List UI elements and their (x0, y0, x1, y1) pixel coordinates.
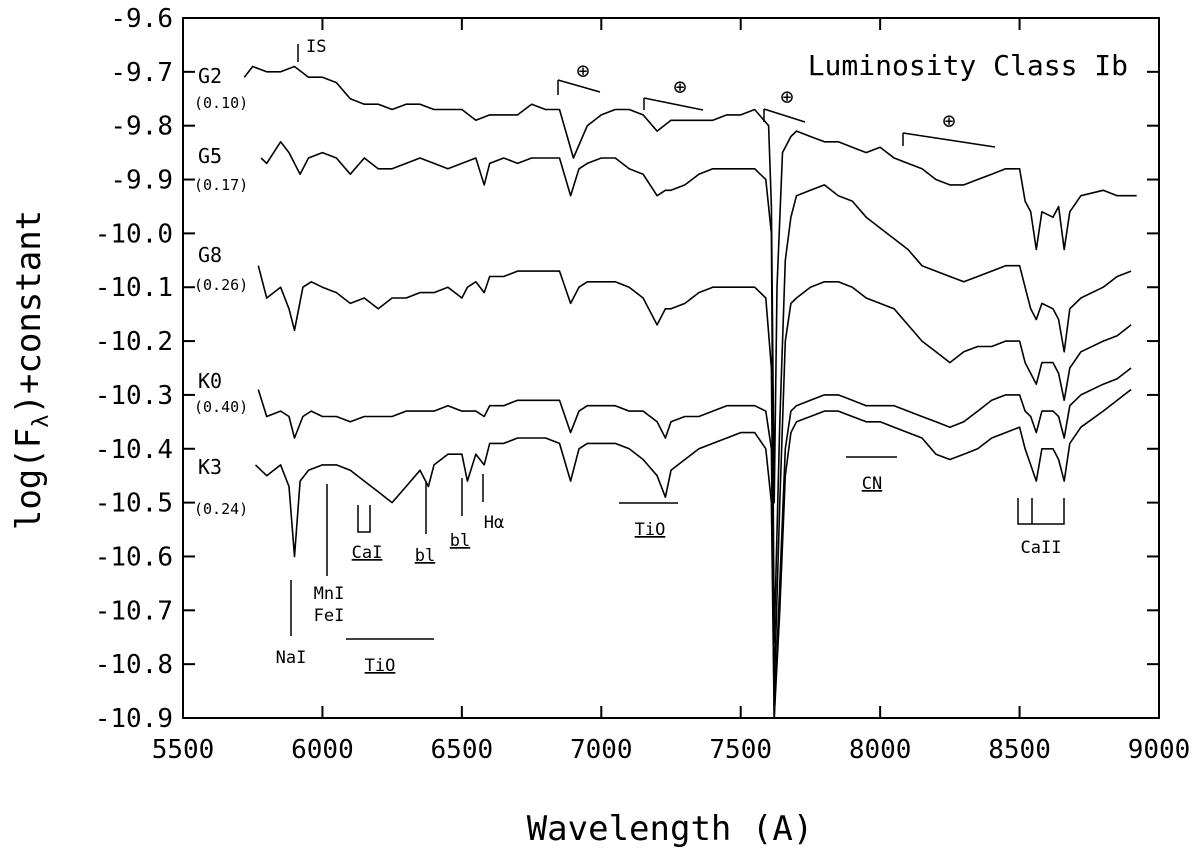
telluric-band-3 (763, 108, 806, 123)
x-tick-label: 5500 (152, 735, 215, 765)
x-tick-label: 8000 (849, 735, 912, 765)
tio-label-blue: TiO (365, 656, 396, 676)
telluric-band-4 (902, 132, 996, 148)
x-tick-label: 9000 (1128, 735, 1191, 765)
series-line-k0 (257, 367, 1132, 719)
x-tick-label: 6000 (291, 735, 354, 765)
series-sublabel-k0: (0.40) (194, 398, 248, 416)
series-label-g2: G2 (198, 64, 222, 88)
earth-symbol-1: ⊕ (576, 59, 589, 84)
earth-symbol-2: ⊕ (673, 75, 686, 100)
cn-label: CN (862, 474, 882, 494)
x-tick-label: 7500 (709, 735, 772, 765)
series-label-g5: G5 (198, 144, 222, 168)
plot-title: Luminosity Class Ib (808, 49, 1128, 82)
earth-symbol-4: ⊕ (942, 109, 955, 134)
y-tick-label: -10.1 (95, 273, 173, 303)
series-line-g5 (260, 141, 1132, 644)
y-axis-title: log(Fλ)+constant (9, 210, 54, 530)
series-label-k0: K0 (198, 369, 222, 393)
x-axis-title: Wavelength (A) (527, 809, 814, 849)
tio-label-mid: TiO (635, 520, 666, 540)
telluric-band-2 (643, 97, 704, 111)
series-sublabel-g2: (0.10) (194, 94, 248, 112)
y-tick-label: -9.9 (110, 166, 173, 196)
y-tick-label: -10.0 (95, 219, 173, 249)
series-line-g2 (243, 65, 1137, 504)
y-tick-label: -10.9 (95, 704, 173, 734)
cai-bracket (357, 505, 371, 533)
y-axis-title-tail: )+constant (9, 210, 49, 415)
earth-symbol-3: ⊕ (780, 85, 793, 110)
series-sublabel-g5: (0.17) (194, 176, 248, 194)
y-tick-label: -10.2 (95, 327, 173, 357)
cai-label: CaI (352, 543, 383, 563)
fei-label: FeI (314, 606, 345, 626)
is-label: IS (306, 37, 326, 57)
x-tick-label: 8500 (988, 735, 1051, 765)
y-axis-title-main: log(F (9, 428, 49, 530)
series-sublabel-k3: (0.24) (194, 500, 248, 518)
y-tick-label: -10.5 (95, 489, 173, 519)
series-label-g8: G8 (198, 243, 222, 267)
y-tick-label: -9.8 (110, 112, 173, 142)
axes: 5500 6000 6500 7000 7500 8000 8500 9000 -9.6 -9.7… (95, 4, 1191, 765)
series-layer (243, 65, 1137, 719)
y-tick-label: -10.4 (95, 435, 173, 465)
telluric-band-1 (557, 79, 601, 93)
bl-label-2: bl (450, 531, 470, 551)
mni-label: MnI (314, 584, 345, 604)
bl-label-1: bl (415, 546, 435, 566)
y-tick-label: -10.8 (95, 650, 173, 680)
series-sublabel-g8: (0.26) (194, 276, 248, 294)
x-tick-label: 7000 (570, 735, 633, 765)
y-tick-label: -9.7 (110, 58, 173, 88)
y-tick-label: -10.6 (95, 542, 173, 572)
y-tick-label: -10.7 (95, 596, 173, 626)
y-tick-label: -9.6 (110, 4, 173, 34)
series-label-k3: K3 (198, 455, 222, 479)
series-line-g8 (257, 265, 1132, 692)
y-tick-label: -10.3 (95, 381, 173, 411)
nai-label: NaI (276, 648, 307, 668)
halpha-label: Hα (484, 513, 504, 533)
series-line-k3 (254, 388, 1132, 719)
caii-bracket (1017, 498, 1065, 525)
plot-frame (182, 17, 1160, 719)
x-tick-label: 6500 (431, 735, 494, 765)
caii-label: CaII (1021, 538, 1062, 558)
y-axis-title-sub: λ (29, 415, 54, 428)
